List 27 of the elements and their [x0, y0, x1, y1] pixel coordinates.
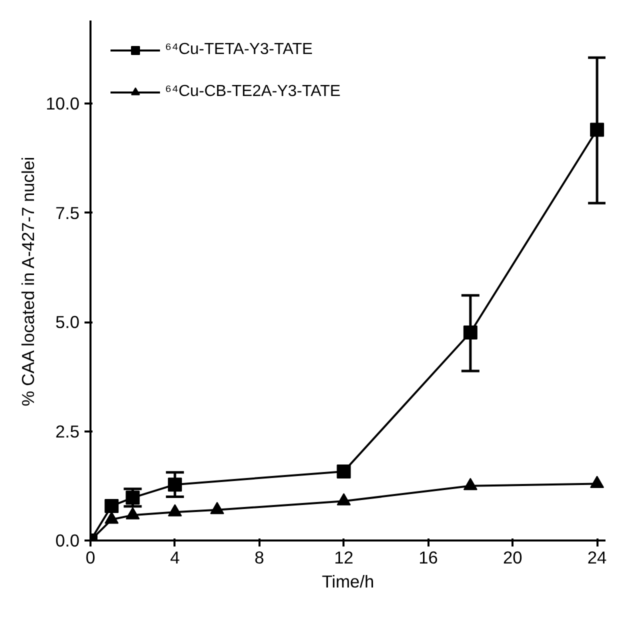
point — [168, 504, 182, 516]
x-tick-label: 8 — [254, 548, 264, 568]
point — [104, 512, 119, 524]
y-tick-label: 0.0 — [55, 530, 80, 550]
point — [463, 478, 478, 490]
point — [590, 122, 604, 137]
point — [590, 476, 604, 488]
point — [463, 326, 478, 340]
legend-label: ⁶⁴Cu-TETA-Y3-TATE — [165, 41, 313, 59]
x-tick-label: 16 — [418, 548, 438, 568]
y-axis-title: % CAA located in A-427-7 nuclei — [18, 156, 38, 406]
point — [336, 493, 351, 506]
x-tick-label: 24 — [587, 548, 608, 568]
x-tick-label: 4 — [170, 548, 180, 568]
x-tick-label: 12 — [334, 548, 354, 568]
point — [336, 464, 351, 478]
point — [210, 502, 224, 514]
x-tick-label: 20 — [502, 548, 522, 568]
point — [126, 507, 140, 520]
y-tick-label: 10.0 — [46, 94, 80, 114]
y-tick-label: 5.0 — [55, 312, 80, 332]
y-tick-label: 2.5 — [55, 421, 80, 442]
legend-label: ⁶⁴Cu-CB-TE2A-Y3-TATE — [165, 83, 341, 101]
x-tick-label: 0 — [86, 548, 96, 568]
x-axis-title: Time/h — [322, 572, 374, 592]
point — [104, 498, 119, 513]
y-tick-label: 7.5 — [55, 202, 80, 223]
